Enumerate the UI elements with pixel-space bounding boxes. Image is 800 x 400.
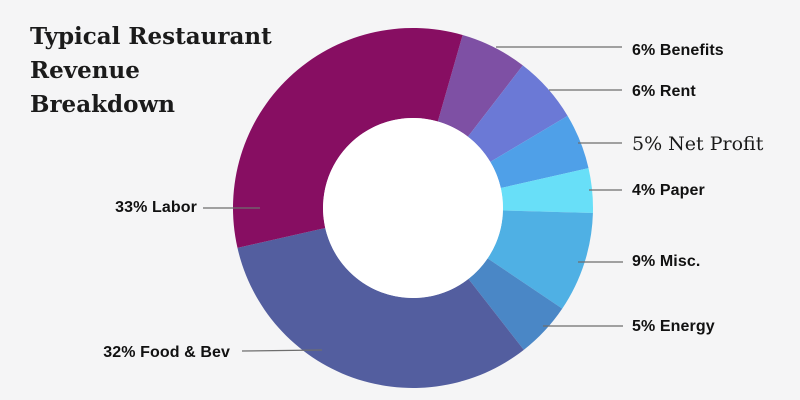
chart-title-line-2: Revenue [30,57,140,84]
chart-title-line-3: Breakdown [30,91,175,118]
segment-paper [500,168,593,214]
segment-label-benefits: 6% Benefits [632,42,724,59]
segment-benefits [437,34,523,137]
segment-misc [487,210,593,309]
segment-energy [468,258,563,350]
segment-food-bev [237,227,524,389]
segment-label-energy: 5% Energy [632,318,715,335]
segment-label-paper: 4% Paper [632,182,705,199]
segment-label-net-profit: 5% Net Profit [632,133,764,155]
segment-labor [233,28,463,248]
segment-net-profit [490,115,589,189]
segment-label-labor: 33% Labor [115,199,197,216]
leader-line-food-bev [241,349,323,352]
segment-rent [467,65,568,162]
segment-label-misc: 9% Misc. [632,253,701,270]
segment-label-rent: 6% Rent [632,83,696,100]
chart-title-line-1: Typical Restaurant [30,23,272,50]
segment-label-food-bev: 32% Food & Bev [103,344,230,361]
donut-hole [323,118,503,298]
chart-title: Typical Restaurant Revenue Breakdown [30,20,272,122]
